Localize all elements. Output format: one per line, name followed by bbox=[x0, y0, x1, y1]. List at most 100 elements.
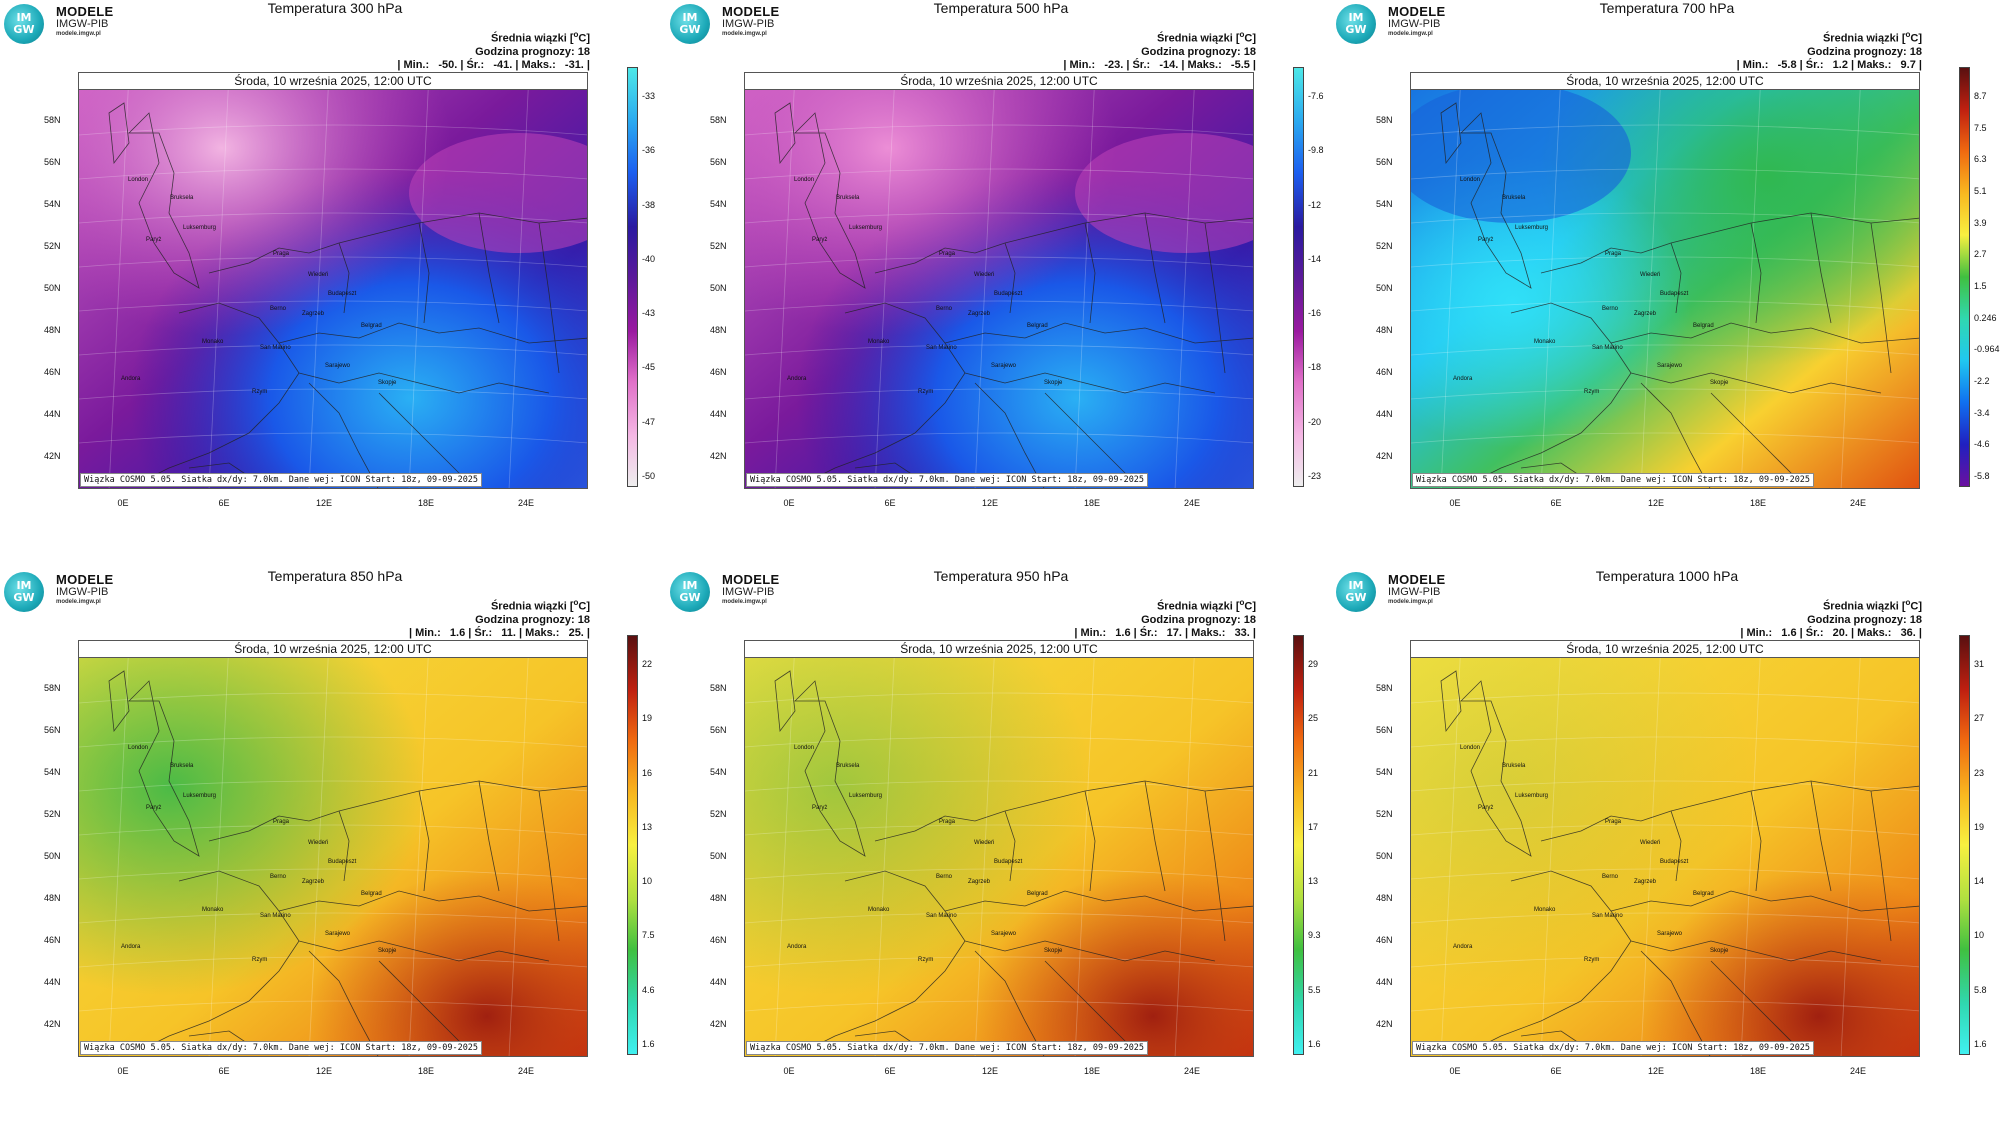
city-label: Budapeszt bbox=[328, 291, 357, 297]
latitude-label: 58N bbox=[710, 115, 727, 125]
colorbar-tick: -14 bbox=[1308, 253, 1322, 264]
longitude-label: 0E bbox=[783, 498, 795, 508]
map-panel-4: IM GW MODELE IMGW-PIB modele.imgw.pl Temperat… bbox=[666, 568, 1332, 1136]
temperature-map bbox=[744, 640, 1254, 1057]
city-label: Luksemburg bbox=[183, 793, 217, 799]
colorbar-tick: 1.6 bbox=[642, 1039, 655, 1049]
latitude-label: 54N bbox=[44, 767, 61, 777]
latitude-label: 56N bbox=[710, 725, 727, 735]
logo-title: MODELE bbox=[1388, 4, 1446, 19]
logo-title: MODELE bbox=[56, 572, 114, 587]
forecast-hour: Godzina prognozy: 18 bbox=[1141, 613, 1256, 626]
city-label: Wiedeń bbox=[1640, 272, 1661, 278]
longitude-label: 18E bbox=[1749, 498, 1767, 508]
logo-subtitle: IMGW-PIB bbox=[56, 18, 109, 30]
colorbar-tick: -4.6 bbox=[1974, 439, 1990, 450]
latitude-label: 48N bbox=[710, 893, 727, 903]
city-label: Belgrad bbox=[1027, 891, 1048, 897]
latitude-label: 50N bbox=[710, 283, 727, 293]
latitude-label: 46N bbox=[710, 367, 727, 377]
colorbar-tick: -45 bbox=[642, 362, 656, 373]
city-label: Paryż bbox=[812, 237, 828, 243]
city-label: Monako bbox=[868, 339, 890, 345]
colorbar bbox=[1959, 635, 1970, 1055]
city-label: Monako bbox=[202, 907, 224, 913]
imgw-logo-icon: IM GW bbox=[670, 4, 710, 44]
map-panel-3: IM GW MODELE IMGW-PIB modele.imgw.pl Temperat… bbox=[0, 568, 666, 1136]
colorbar-tick: -40 bbox=[642, 253, 656, 264]
city-label: Zagrzeb bbox=[1634, 879, 1657, 885]
model-footer: Wiązka COSMO 5.05. Siatka dx/dy: 7.0km. … bbox=[746, 473, 1149, 487]
city-label: Paryż bbox=[1478, 237, 1494, 243]
latitude-label: 42N bbox=[1376, 451, 1393, 461]
longitude-label: 12E bbox=[981, 498, 999, 508]
city-label: Belgrad bbox=[1693, 323, 1714, 329]
longitude-label: 24E bbox=[1849, 498, 1867, 508]
colorbar-tick: 21 bbox=[1308, 767, 1319, 778]
logo-url: modele.imgw.pl bbox=[722, 599, 767, 605]
colorbar-tick: 13 bbox=[642, 821, 653, 832]
colorbar-tick: -18 bbox=[1308, 362, 1322, 373]
latitude-label: 42N bbox=[44, 1019, 61, 1029]
longitude-label: 12E bbox=[315, 498, 333, 508]
latitude-label: 48N bbox=[44, 893, 61, 903]
longitude-label: 6E bbox=[218, 498, 230, 508]
longitude-label: 0E bbox=[783, 1066, 795, 1076]
map-panel-0: IM GW MODELE IMGW-PIB modele.imgw.pl Temperat… bbox=[0, 0, 666, 568]
imgw-logo-icon: IM GW bbox=[4, 572, 44, 612]
colorbar-tick: 25 bbox=[1308, 713, 1319, 724]
latitude-label: 42N bbox=[710, 451, 727, 461]
city-label: San Marino bbox=[260, 345, 291, 351]
colorbar-tick: 27 bbox=[1974, 713, 1985, 724]
longitude-label: 6E bbox=[218, 1066, 230, 1076]
colorbar-tick: 22 bbox=[642, 659, 653, 669]
stats-line: | Min.: 1.6 | Śr.: 20. | Maks.: 36. | bbox=[1740, 626, 1922, 639]
model-footer: Wiązka COSMO 5.05. Siatka dx/dy: 7.0km. … bbox=[1412, 473, 1815, 487]
colorbar-tick: 19 bbox=[642, 713, 653, 724]
city-label: Belgrad bbox=[1693, 891, 1714, 897]
imgw-logo-icon: IM GW bbox=[1336, 4, 1376, 44]
longitude-label: 0E bbox=[1449, 1066, 1461, 1076]
city-label: Sarajewo bbox=[325, 931, 351, 937]
city-label: Andora bbox=[1453, 376, 1473, 382]
map-panel-1: IM GW MODELE IMGW-PIB modele.imgw.pl Temperat… bbox=[666, 0, 1332, 568]
city-label: Bruksela bbox=[836, 763, 860, 769]
latitude-label: 44N bbox=[44, 977, 61, 987]
city-label: Budapeszt bbox=[1660, 859, 1689, 865]
latitude-label: 50N bbox=[710, 851, 727, 861]
colorbar-tick: 0.246 bbox=[1974, 312, 1997, 323]
temperature-map bbox=[1410, 72, 1920, 489]
city-label: London bbox=[794, 745, 815, 751]
city-label: Budapeszt bbox=[1660, 291, 1689, 297]
city-label: Andora bbox=[787, 376, 807, 382]
city-label: Zagrzeb bbox=[968, 879, 991, 885]
panel-title: Temperatura 500 hPa bbox=[933, 0, 1069, 16]
latitude-label: 52N bbox=[1376, 241, 1393, 251]
city-label: Belgrad bbox=[1027, 323, 1048, 329]
colorbar-tick: -9.8 bbox=[1308, 145, 1324, 156]
longitude-label: 12E bbox=[1647, 498, 1665, 508]
latitude-label: 50N bbox=[44, 283, 61, 293]
colorbar-tick: 10 bbox=[642, 876, 653, 887]
latitude-label: 52N bbox=[1376, 809, 1393, 819]
colorbar-tick: -0.964 bbox=[1974, 344, 2000, 355]
colorbar-tick: 7.5 bbox=[1974, 122, 1987, 133]
city-label: Skopje bbox=[1044, 948, 1063, 954]
longitude-label: 6E bbox=[884, 498, 896, 508]
city-label: Bruksela bbox=[170, 195, 194, 201]
latitude-label: 44N bbox=[710, 977, 727, 987]
latitude-label: 46N bbox=[710, 935, 727, 945]
city-label: Zagrzeb bbox=[968, 311, 991, 317]
city-label: Wiedeń bbox=[308, 272, 329, 278]
longitude-label: 12E bbox=[315, 1066, 333, 1076]
latitude-label: 54N bbox=[1376, 767, 1393, 777]
forecast-hour: Godzina prognozy: 18 bbox=[1807, 613, 1922, 626]
logo-title: MODELE bbox=[1388, 572, 1446, 587]
latitude-label: 48N bbox=[44, 325, 61, 335]
city-label: Berno bbox=[270, 874, 287, 880]
colorbar-tick: 17 bbox=[1308, 821, 1319, 832]
panel-title: Temperatura 300 hPa bbox=[267, 0, 403, 16]
city-label: Bruksela bbox=[170, 763, 194, 769]
city-label: Rzym bbox=[1584, 957, 1600, 963]
panel-title: Temperatura 950 hPa bbox=[933, 568, 1069, 584]
